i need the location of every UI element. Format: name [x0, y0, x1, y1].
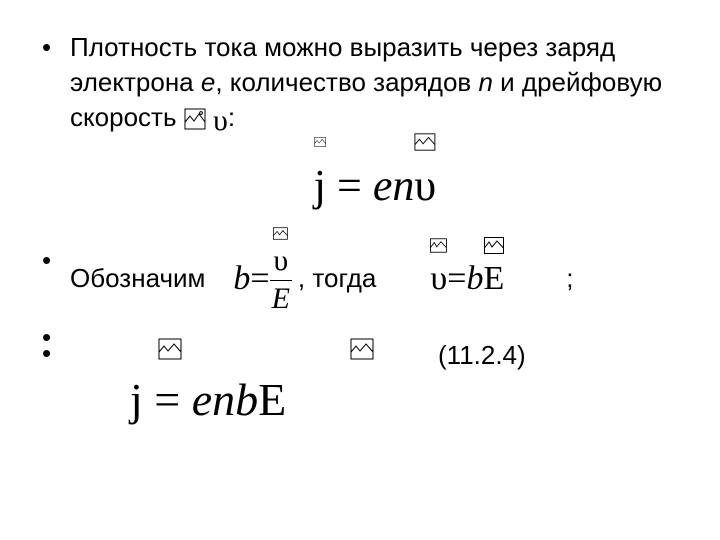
bullet-definition: Плотность тока можно выразить через заря…: [70, 30, 680, 215]
eq1-en: en: [373, 161, 415, 210]
e-denominator: E: [270, 282, 292, 314]
eq1-body: j = en υ: [314, 161, 436, 210]
eq-b-equals: =: [250, 256, 269, 302]
frac-num: υ: [271, 243, 290, 279]
eq-number-row: (11.2.4): [70, 336, 680, 373]
var-e: е: [201, 67, 215, 97]
bullet-list: Плотность тока можно выразить через заря…: [70, 30, 680, 431]
vector-arrow-icon: [483, 237, 504, 254]
broken-image-icon: [184, 108, 206, 130]
vector-arrow-icon: [273, 226, 288, 241]
upsilon-rhs: υ: [430, 260, 447, 297]
upsilon-symbol-2: υ: [414, 161, 436, 210]
equation-j-enbE: j = enbE: [130, 369, 680, 431]
text-colon: :: [228, 102, 235, 132]
j-symbol: j: [314, 161, 326, 210]
eq2-equals: =: [143, 374, 192, 425]
equation-number: (11.2.4): [438, 338, 526, 373]
vector-arrow-icon: [314, 132, 326, 152]
upsilon-frac: υ: [273, 244, 288, 277]
upsilon-symbol: υ: [213, 104, 228, 137]
text-mid1: , количество зарядов: [215, 67, 478, 97]
eq-b-def: b = υ E: [233, 243, 292, 314]
bullet-notation: Обозначим b = υ E: [70, 243, 680, 314]
upsilon-vector: υ: [414, 156, 436, 215]
j-symbol-2: j: [130, 374, 143, 425]
fraction-u-over-e: υ E: [270, 243, 292, 314]
semicolon: ;: [566, 261, 573, 296]
broken-image-icon: [350, 338, 374, 360]
bullet-equation-final: (11.2.4) j = enbE: [70, 336, 680, 431]
slide-content: Плотность тока можно выразить через заря…: [0, 0, 720, 457]
vector-arrow-icon: [430, 237, 447, 254]
e-vec-final: E: [258, 374, 286, 425]
label-then: , тогда: [298, 261, 376, 296]
b-rhs: b: [466, 256, 483, 302]
bullet-empty: [70, 320, 680, 330]
fraction-bar: [270, 280, 292, 281]
var-n: n: [478, 67, 492, 97]
vector-arrow-icon: [414, 132, 436, 152]
label-denote: Обозначим: [70, 261, 205, 296]
e-vec-rhs: E: [483, 260, 504, 297]
b-symbol: b: [233, 256, 250, 302]
eq2-enb: enb: [192, 374, 258, 425]
eq1-equals: =: [326, 161, 373, 210]
j-vector: j: [314, 156, 326, 215]
upsilon-vector-frac: υ: [273, 243, 288, 277]
eq-u-equals: =: [447, 256, 466, 302]
equation-j-enu: j = en υ: [70, 156, 680, 215]
eq2-body: j = enbE: [130, 374, 286, 425]
upsilon-vector-rhs: υ: [430, 256, 447, 302]
notation-row: Обозначим b = υ E: [70, 243, 680, 314]
e-vector-rhs: E: [483, 256, 504, 302]
broken-image-icon: [158, 338, 182, 360]
eq-u-bE: υ = b E: [430, 256, 504, 302]
upsilon-vector-inline: υ: [184, 101, 228, 142]
